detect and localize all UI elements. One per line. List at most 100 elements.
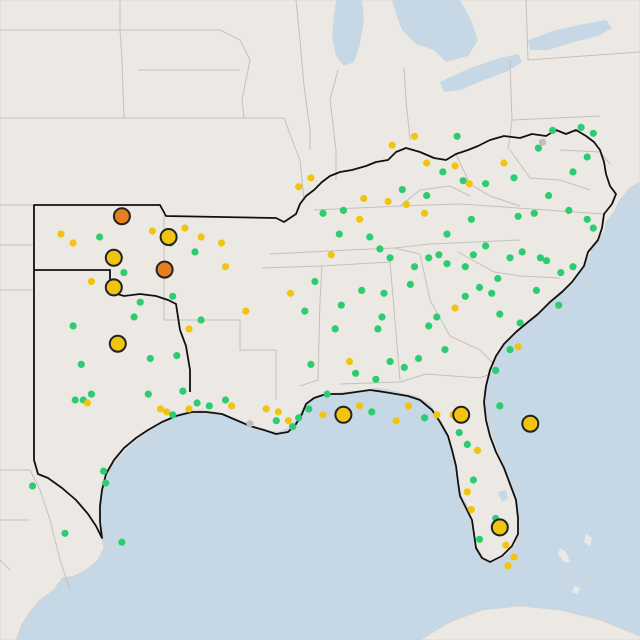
station-marker-good[interactable] [295,414,303,422]
station-marker-moderate[interactable] [228,402,236,410]
station-marker-moderate[interactable] [451,162,459,170]
station-marker-good[interactable] [146,354,154,363]
station-marker-moderate[interactable] [510,553,518,561]
station-marker-good[interactable] [542,257,551,265]
station-marker-good[interactable] [589,129,597,137]
station-marker-good[interactable] [136,298,144,306]
station-marker-moderate[interactable] [421,209,429,217]
station-marker-moderate[interactable] [295,183,303,191]
station-marker-good[interactable] [102,479,110,487]
station-marker-moderate[interactable] [467,506,475,514]
station-marker-no-data[interactable] [246,420,254,428]
station-marker-good[interactable] [421,414,429,422]
station-marker-good[interactable] [459,177,467,185]
station-marker-moderate[interactable] [423,159,431,167]
station-marker-moderate[interactable] [384,197,392,206]
station-marker-good[interactable] [555,301,563,309]
station-marker-good[interactable] [352,369,360,377]
station-marker-good[interactable] [510,174,518,182]
station-marker-good[interactable] [549,126,557,134]
station-marker-moderate[interactable] [402,200,410,208]
station-marker-good[interactable] [77,360,85,368]
station-marker-good[interactable] [482,242,490,250]
station-marker-good[interactable] [492,366,500,374]
station-marker-good[interactable] [410,263,419,271]
station-marker-large-moderate[interactable] [159,228,178,246]
station-marker-good[interactable] [425,254,433,262]
station-marker-good[interactable] [61,529,69,537]
station-marker-good[interactable] [398,186,406,194]
station-marker-good[interactable] [376,245,384,253]
station-marker-good[interactable] [463,440,471,448]
station-marker-good[interactable] [28,482,37,490]
station-marker-good[interactable] [173,352,181,360]
station-marker-good[interactable] [289,423,297,431]
station-marker-good[interactable] [96,233,104,241]
station-marker-good[interactable] [71,396,79,404]
station-marker-good[interactable] [386,357,394,366]
station-marker-good[interactable] [453,132,461,140]
station-marker-moderate[interactable] [163,408,171,416]
station-marker-good[interactable] [339,206,347,214]
station-marker-good[interactable] [461,292,469,300]
station-marker-moderate[interactable] [514,343,522,351]
station-marker-good[interactable] [335,230,343,238]
station-marker-good[interactable] [536,254,545,262]
station-marker-good[interactable] [469,251,477,259]
station-marker-moderate[interactable] [360,194,368,203]
station-marker-good[interactable] [169,292,177,300]
station-marker-good[interactable] [455,429,463,437]
station-marker-good[interactable] [380,289,388,297]
station-marker-moderate[interactable] [286,289,295,297]
station-marker-good[interactable] [488,289,496,297]
station-marker-good[interactable] [589,224,597,232]
station-marker-no-data[interactable] [538,138,547,146]
station-marker-good[interactable] [494,274,502,283]
station-marker-moderate[interactable] [148,227,156,235]
station-marker-large-moderate[interactable] [521,414,540,433]
station-marker-good[interactable] [191,248,199,256]
station-marker-good[interactable] [496,310,504,318]
station-marker-good[interactable] [311,277,319,286]
station-marker-good[interactable] [272,417,280,425]
station-marker-moderate[interactable] [433,411,441,419]
station-marker-good[interactable] [69,322,77,330]
station-marker-good[interactable] [545,192,553,200]
station-marker-moderate[interactable] [307,174,315,182]
station-marker-good[interactable] [87,390,95,398]
station-marker-large-moderate[interactable] [104,248,123,267]
station-marker-good[interactable] [423,192,431,200]
station-marker-moderate[interactable] [197,233,205,241]
station-marker-good[interactable] [496,402,504,410]
station-marker-moderate[interactable] [356,215,364,223]
station-marker-good[interactable] [514,212,522,220]
station-marker-good[interactable] [130,313,138,321]
station-marker-moderate[interactable] [473,446,482,454]
station-marker-good[interactable] [368,408,376,416]
station-marker-good[interactable] [516,319,524,327]
station-marker-moderate[interactable] [83,399,91,407]
station-marker-moderate[interactable] [388,141,396,149]
station-marker-good[interactable] [518,248,526,256]
station-marker-moderate[interactable] [185,325,193,333]
station-marker-good[interactable] [475,283,484,291]
station-marker-good[interactable] [583,215,591,223]
station-marker-good[interactable] [506,346,514,354]
station-marker-large-moderate[interactable] [452,405,471,424]
station-marker-moderate[interactable] [404,402,412,410]
station-marker-moderate[interactable] [284,417,293,425]
station-marker-moderate[interactable] [504,562,512,570]
station-marker-good[interactable] [532,286,541,294]
station-marker-good[interactable] [331,325,339,333]
station-marker-large-moderate[interactable] [108,334,127,353]
station-marker-good[interactable] [461,263,469,271]
station-marker-good[interactable] [400,363,408,371]
station-marker-large-moderate[interactable] [334,405,353,424]
station-marker-large-unhealthy-sensitive[interactable] [112,207,131,226]
station-marker-good[interactable] [205,402,213,410]
station-marker-good[interactable] [530,209,538,217]
station-marker-moderate[interactable] [356,402,364,410]
station-marker-moderate[interactable] [87,277,95,286]
station-marker-moderate[interactable] [319,411,327,419]
